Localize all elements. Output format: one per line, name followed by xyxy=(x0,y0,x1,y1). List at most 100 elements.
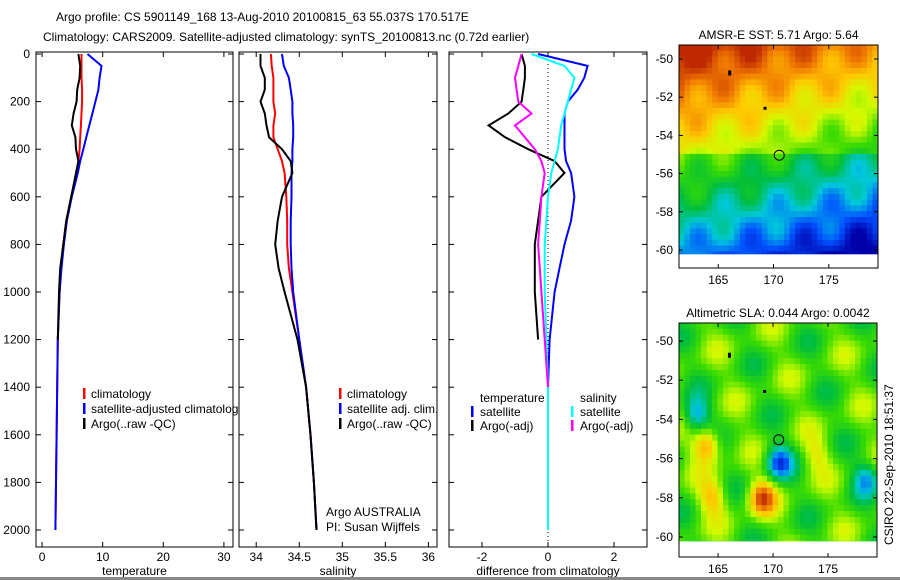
map-cell xyxy=(756,346,762,353)
map-cell xyxy=(866,440,872,447)
map-cell xyxy=(833,125,840,132)
map-cell xyxy=(849,434,856,442)
map-cell xyxy=(745,50,752,57)
map-cell xyxy=(822,171,829,178)
map-cell xyxy=(772,340,779,347)
map-cell xyxy=(695,440,702,447)
map-cell xyxy=(767,199,774,206)
map-cell xyxy=(706,176,713,183)
map-cell xyxy=(706,464,713,471)
map-cell xyxy=(805,375,812,383)
x-tick-label: 170 xyxy=(763,562,783,576)
map-cell xyxy=(778,125,785,132)
map-cell xyxy=(789,370,795,377)
map-cell xyxy=(800,470,806,477)
map-cell xyxy=(849,346,856,353)
map-cell xyxy=(833,328,839,336)
map-cell xyxy=(806,176,813,183)
map-cell xyxy=(728,381,735,389)
map-cell xyxy=(860,534,867,541)
map-cell xyxy=(822,323,828,330)
map-cell xyxy=(844,171,851,178)
map-cell xyxy=(855,364,861,371)
map-cell xyxy=(816,517,823,524)
map-cell xyxy=(684,222,691,229)
map-cell xyxy=(679,131,685,138)
map-cell xyxy=(728,148,735,155)
map-cell xyxy=(849,411,856,418)
map-cell xyxy=(839,108,846,115)
map-cell xyxy=(712,96,719,103)
map-cell xyxy=(745,381,751,389)
map-cell xyxy=(745,370,751,377)
map-cell xyxy=(712,85,719,92)
map-cell xyxy=(778,534,784,541)
map-cell xyxy=(861,119,868,126)
map-cell xyxy=(860,352,867,359)
map-cell xyxy=(783,346,790,353)
map-cell xyxy=(701,505,707,512)
map-cell xyxy=(795,62,802,69)
map-cell xyxy=(750,481,757,489)
map-cell xyxy=(734,251,741,255)
map-cell xyxy=(866,370,872,377)
map-cell xyxy=(822,475,828,483)
legend-swatch xyxy=(83,418,86,429)
map-cell xyxy=(701,142,708,149)
map-cell xyxy=(745,113,752,120)
map-cell xyxy=(827,428,834,436)
map-cell xyxy=(750,62,757,69)
map-cell xyxy=(838,405,845,412)
map-cell xyxy=(695,387,702,394)
map-cell xyxy=(811,522,817,530)
map-cell xyxy=(800,422,806,430)
map-cell xyxy=(695,340,702,347)
map-cell xyxy=(734,328,740,336)
map-cell xyxy=(800,165,807,172)
map-cell xyxy=(734,68,741,75)
map-cell xyxy=(828,228,835,235)
map-cell xyxy=(772,346,779,353)
map-cell xyxy=(723,108,730,115)
map-cell xyxy=(745,475,751,483)
y-tick-label: 0 xyxy=(23,47,30,61)
map-cell xyxy=(695,194,702,201)
map-cell xyxy=(855,458,861,465)
map-cell xyxy=(789,96,796,103)
map-cell xyxy=(706,234,713,241)
map-cell xyxy=(822,239,829,247)
map-cell xyxy=(850,56,857,63)
map-cell xyxy=(795,125,802,132)
map-cell xyxy=(739,517,746,524)
map-cell xyxy=(684,211,691,218)
map-cell xyxy=(745,245,752,252)
map-cell xyxy=(866,159,873,166)
map-cell xyxy=(828,159,835,166)
map-cell xyxy=(822,125,829,132)
map-cell xyxy=(690,171,697,178)
map-cell xyxy=(761,96,768,103)
map-cell xyxy=(750,358,757,365)
map-cell xyxy=(723,417,729,424)
map-cell xyxy=(712,108,719,115)
map-cell xyxy=(855,176,862,183)
map-cell xyxy=(761,499,768,506)
map-cell xyxy=(728,165,735,172)
map-cell xyxy=(850,228,857,235)
map-cell xyxy=(734,113,741,120)
legend-label: satellite adj. clim. xyxy=(347,402,438,416)
map-cell xyxy=(728,505,735,512)
map-cell xyxy=(866,452,872,459)
map-cell xyxy=(778,234,785,241)
map-cell xyxy=(817,188,824,195)
map-cell xyxy=(706,73,713,80)
map-cell xyxy=(850,119,857,126)
map-cell xyxy=(827,323,834,330)
map-cell xyxy=(690,346,696,353)
map-cell xyxy=(712,131,719,138)
map-cell xyxy=(712,505,718,512)
map-cell xyxy=(767,211,774,218)
map-cell xyxy=(706,245,713,252)
map-cell xyxy=(773,125,779,132)
y-tick-label: 600 xyxy=(10,190,30,204)
